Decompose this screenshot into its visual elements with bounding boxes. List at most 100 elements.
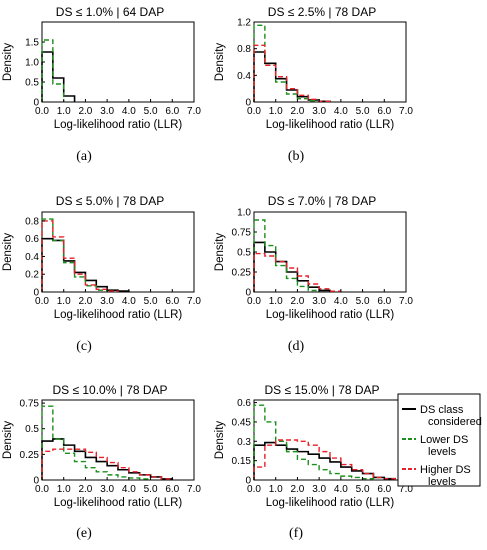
x-tick-label: 3.0 xyxy=(312,484,326,495)
panels-group: 0.0 1.0 2.0 3.0 4.0 5.0 6.0 7.0 0 0.5 1.0 1.5 DS ≤ 1… xyxy=(2,5,413,541)
plot-frame xyxy=(41,211,195,293)
x-tick-label: 3.0 xyxy=(312,106,326,117)
x-axis-label: Log-likelihood ratio (LLR) xyxy=(266,497,395,509)
x-tick-label: 7.0 xyxy=(399,484,413,495)
y-tick-label: 0.15 xyxy=(232,456,252,467)
legend-label: DS class xyxy=(420,404,464,416)
x-tick-label: 0.0 xyxy=(35,106,49,117)
y-tick-label: 1.2 xyxy=(237,18,251,29)
x-tick-label: 1.0 xyxy=(269,106,283,117)
histogram-lower-line xyxy=(41,39,65,102)
x-tick-label: 4.0 xyxy=(122,296,136,307)
x-tick-label: 4.0 xyxy=(334,296,348,307)
histogram-higher-line xyxy=(253,252,342,292)
x-tick-label: 2.0 xyxy=(78,296,92,307)
x-tick-label: 7.0 xyxy=(399,296,413,307)
x-tick-label: 4.0 xyxy=(122,484,136,495)
y-tick-label: 0 xyxy=(245,288,251,299)
x-tick-label: 3.0 xyxy=(100,296,114,307)
x-tick-label: 6.0 xyxy=(377,484,391,495)
y-tick-label: 0.6 xyxy=(25,234,39,245)
y-axis-label: Density xyxy=(2,421,14,460)
legend-label: Higher DS xyxy=(420,464,471,476)
y-tick-label: 0 xyxy=(245,98,251,109)
y-tick-label: 0.3 xyxy=(237,437,251,448)
x-axis-label: Log-likelihood ratio (LLR) xyxy=(54,309,183,321)
plot-frame xyxy=(253,399,407,481)
panel-title: DS ≤ 7.0% | 78 DAP xyxy=(268,194,376,208)
panel-title: DS ≤ 1.0% | 64 DAP xyxy=(56,5,164,19)
x-tick-label: 0.0 xyxy=(35,484,49,495)
x-tick-label: 2.0 xyxy=(290,484,304,495)
y-tick-label: 0.75 xyxy=(20,399,40,410)
x-tick-label: 3.0 xyxy=(100,484,114,495)
x-axis-label: Log-likelihood ratio (LLR) xyxy=(266,309,395,321)
y-axis-label: Density xyxy=(214,43,226,82)
panel-title: DS ≤ 10.0% | 78 DAP xyxy=(52,383,167,397)
y-tick-label: 0 xyxy=(33,98,39,109)
histogram-considered-line xyxy=(253,241,331,292)
panel-caption: (a) xyxy=(76,149,92,164)
x-tick-label: 2.0 xyxy=(290,106,304,117)
panel-title: DS ≤ 5.0% | 78 DAP xyxy=(56,194,164,208)
x-tick-label: 7.0 xyxy=(187,484,201,495)
y-tick-label: 0.5 xyxy=(25,424,39,435)
y-tick-label: 1.5 xyxy=(25,38,39,49)
y-axis-label: Density xyxy=(2,233,14,272)
x-tick-label: 6.0 xyxy=(165,106,179,117)
x-tick-label: 5.0 xyxy=(144,296,158,307)
x-tick-label: 7.0 xyxy=(399,106,413,117)
x-tick-label: 0.0 xyxy=(35,296,49,307)
y-tick-label: 1.0 xyxy=(237,208,251,219)
y-tick-label: 0.5 xyxy=(237,248,251,259)
y-tick-label: 0.25 xyxy=(232,268,252,279)
y-tick-label: 0.8 xyxy=(25,216,39,227)
panel-caption: (f) xyxy=(289,526,303,541)
x-tick-label: 6.0 xyxy=(377,296,391,307)
chart-panel-f: 0.0 1.0 2.0 3.0 4.0 5.0 6.0 7.0 0 0.15 0.3 0.45 0.6 D… xyxy=(214,383,413,541)
y-tick-label: 0.4 xyxy=(25,252,39,263)
y-axis-label: Density xyxy=(214,233,226,272)
x-tick-label: 0.0 xyxy=(247,296,261,307)
histogram-lower-line xyxy=(253,219,320,292)
panel-caption: (c) xyxy=(76,339,92,354)
panel-caption: (e) xyxy=(76,526,92,541)
panel-title: DS ≤ 15.0% | 78 DAP xyxy=(264,383,379,397)
plot-frame xyxy=(253,21,407,103)
y-tick-label: 0.25 xyxy=(20,450,40,461)
y-tick-label: 1.0 xyxy=(25,58,39,69)
legend-label: levels xyxy=(428,446,457,458)
x-tick-label: 5.0 xyxy=(144,106,158,117)
y-tick-label: 0 xyxy=(33,288,39,299)
y-tick-label: 0.8 xyxy=(237,44,251,55)
x-tick-label: 6.0 xyxy=(165,296,179,307)
histogram-higher-line xyxy=(253,439,396,480)
x-tick-label: 2.0 xyxy=(78,106,92,117)
x-tick-label: 4.0 xyxy=(334,106,348,117)
x-axis-label: Log-likelihood ratio (LLR) xyxy=(54,119,183,131)
chart-panel-b: 0.0 1.0 2.0 3.0 4.0 5.0 6.0 7.0 0 0.4 0.8 1.2 DS ≤ 2… xyxy=(214,5,413,164)
x-tick-label: 5.0 xyxy=(356,484,370,495)
y-axis-label: Density xyxy=(2,43,14,82)
chart-panel-a: 0.0 1.0 2.0 3.0 4.0 5.0 6.0 7.0 0 0.5 1.0 1.5 DS ≤ 1… xyxy=(2,5,201,164)
y-tick-label: 0.45 xyxy=(232,417,252,428)
legend-label: Lower DS xyxy=(420,434,468,446)
chart-panel-e: 0.0 1.0 2.0 3.0 4.0 5.0 6.0 7.0 0 0.25 0.5 0.75 DS ≤… xyxy=(2,383,201,541)
x-tick-label: 4.0 xyxy=(334,484,348,495)
histogram-higher-line xyxy=(253,44,331,103)
histogram-lower-line xyxy=(41,405,152,480)
y-tick-label: 0.6 xyxy=(237,398,251,409)
y-tick-label: 0 xyxy=(33,476,39,487)
x-axis-label: Log-likelihood ratio (LLR) xyxy=(266,119,395,131)
x-tick-label: 7.0 xyxy=(187,296,201,307)
histogram-higher-line xyxy=(41,448,173,480)
x-tick-label: 0.0 xyxy=(247,106,261,117)
x-tick-label: 4.0 xyxy=(122,106,136,117)
histogram-lower-line xyxy=(253,404,375,480)
x-tick-label: 6.0 xyxy=(377,106,391,117)
x-tick-label: 1.0 xyxy=(269,484,283,495)
x-tick-label: 1.0 xyxy=(57,484,71,495)
x-tick-label: 2.0 xyxy=(290,296,304,307)
